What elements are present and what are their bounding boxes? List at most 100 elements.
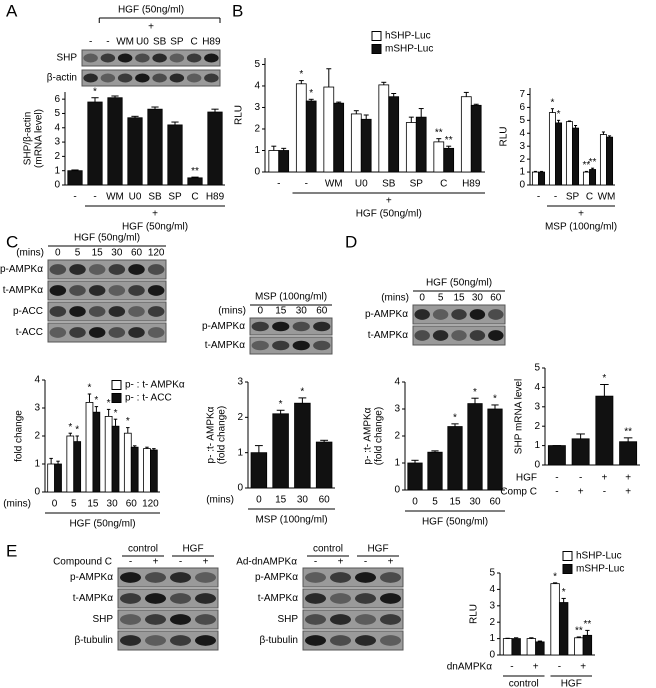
blot-band (170, 593, 191, 604)
x-tick-label: H89 (462, 179, 481, 190)
group-label: control (313, 544, 343, 555)
lane-label: - (364, 557, 367, 568)
bar (511, 638, 521, 656)
bar (571, 438, 590, 466)
y-tick-label: 0 (34, 487, 40, 498)
lane-label: SB (153, 37, 167, 48)
x-tick-label: + (580, 662, 586, 673)
blot-band (355, 614, 376, 625)
group-label: HGF (561, 679, 582, 688)
row-label: t-AMPKα (368, 330, 408, 341)
blot-band (451, 330, 467, 341)
y-tick-label: 1 (254, 145, 260, 156)
bar (350, 113, 362, 173)
lane-label: + (203, 557, 209, 568)
y-tick-label: 2 (394, 431, 400, 442)
bar (467, 403, 483, 491)
bar (415, 116, 427, 173)
blot-band (195, 572, 216, 583)
bar (250, 452, 268, 489)
bar (333, 102, 345, 173)
y-tick-label: 1 (237, 447, 243, 458)
blot-band (120, 635, 141, 646)
bar (66, 435, 75, 493)
y-tick-label: 3 (237, 377, 243, 388)
y-tick-label: 0 (237, 483, 243, 494)
y-tick-label: 1 (54, 165, 60, 176)
blot-band (108, 327, 126, 338)
lane-unit: (mins) (16, 248, 44, 259)
bar (268, 150, 280, 173)
x-tick-label: 120 (142, 499, 159, 510)
x-unit: (mins) (206, 495, 234, 506)
row-label: t-AMPKα (3, 285, 43, 296)
row-label: HGF (516, 473, 537, 484)
blot-band (251, 321, 269, 332)
legend-swatch (111, 380, 122, 390)
treatment-label: HGF (50ng/ml) (74, 233, 140, 244)
blot-strip (302, 609, 404, 630)
blot-strip (302, 588, 404, 609)
y-axis-label: (fold change) (374, 407, 385, 465)
significance: ** (575, 626, 583, 637)
x-tick-label: - (510, 662, 513, 673)
blot-band (488, 309, 504, 320)
bar (305, 100, 317, 173)
blot-band (251, 340, 269, 351)
lane-label: 5 (75, 248, 81, 259)
legend-swatch (562, 551, 573, 561)
bar (85, 401, 94, 493)
legend-label: p- : t- AMPKα (125, 380, 185, 391)
lane-label: - (314, 557, 317, 568)
bar (92, 411, 101, 493)
significance: * (553, 571, 557, 582)
blot-strip (302, 567, 404, 588)
significance: * (550, 97, 554, 108)
significance: * (453, 412, 457, 423)
bar (433, 141, 445, 173)
y-axis-label: fold change (14, 410, 25, 462)
bar (589, 169, 597, 186)
legend-label: mSHP-Luc (385, 44, 433, 55)
y-tick-label: 4 (519, 128, 525, 139)
row-label: t-ACC (16, 327, 43, 338)
bar (572, 127, 580, 186)
group-label: HGF (367, 544, 388, 555)
lane-label: - (129, 557, 132, 568)
row-label: p-AMPKα (255, 572, 298, 583)
blot-band (128, 327, 145, 338)
blot-band (49, 285, 67, 296)
row-label: p-AMPKα (0, 264, 43, 275)
bar (535, 641, 545, 656)
treatment-label: Compound C (53, 557, 112, 568)
bar (207, 111, 223, 186)
y-tick-label: 1 (489, 633, 495, 644)
blot-band (100, 53, 116, 63)
row-label: p-AMPKα (70, 572, 113, 583)
blot-band (117, 73, 133, 83)
lane-unit: (mins) (218, 306, 246, 317)
x-axis-label: HGF (50ng/ml) (122, 222, 188, 233)
panel-letter: C (6, 232, 18, 251)
significance: * (114, 408, 118, 419)
significance: ** (583, 160, 591, 171)
blot-band (272, 321, 290, 332)
legend-label: mSHP-Luc (576, 564, 624, 575)
bar (294, 402, 311, 489)
blot-band (330, 572, 351, 583)
row-label: p-AMPKα (365, 309, 408, 320)
lane-label: 0 (257, 306, 263, 317)
blot-strip (302, 630, 404, 651)
lane-label: 5 (438, 293, 444, 304)
blot-band (147, 327, 165, 338)
bar (526, 638, 537, 656)
y-tick-label: 0 (394, 485, 400, 496)
y-tick-label: 0 (254, 167, 260, 178)
blot-band (49, 264, 67, 275)
legend-label: p- : t- ACC (125, 393, 172, 404)
y-tick-label: 3 (519, 141, 525, 152)
blot-band (313, 340, 331, 351)
y-tick-label: 0 (54, 180, 60, 191)
group-label: HGF (182, 544, 203, 555)
